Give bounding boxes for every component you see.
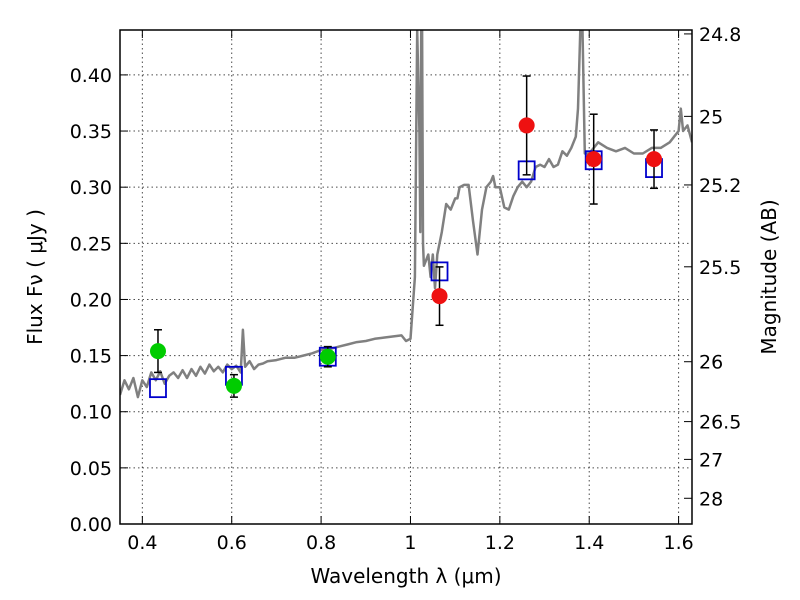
model-box-layer (149, 150, 663, 399)
data-point (431, 288, 448, 305)
right-tick-label: 25.5 (699, 257, 741, 279)
spectrum-layer (120, 30, 692, 399)
x-tick-label: 0.6 (217, 532, 247, 554)
data-point (319, 348, 336, 365)
x-tick-label: 1.6 (663, 532, 693, 554)
data-point (518, 117, 535, 134)
right-axis-title: Magnitude (AB) (757, 199, 781, 354)
data-point (225, 377, 242, 394)
right-tick-label: 27 (699, 449, 723, 471)
y-tick-label: 0.00 (70, 514, 112, 536)
right-tick-label: 25 (699, 106, 723, 128)
y-tick-label: 0.15 (70, 346, 112, 368)
x-tick-label: 1.2 (485, 532, 515, 554)
x-tick-label: 0.8 (306, 532, 336, 554)
ticks: 0.4 0.6 0.8 1 1.2 1.4 1.6 0.00 0.05 0.10 0.15 0.20 0… (70, 24, 742, 554)
y-tick-label: 0.40 (70, 65, 112, 87)
y-tick-label: 0.20 (70, 289, 112, 311)
model-box (149, 378, 167, 399)
data-point (646, 151, 663, 168)
x-tick-label: 1 (404, 532, 416, 554)
data-point (149, 343, 166, 360)
x-tick-label: 0.4 (127, 532, 157, 554)
x-tick-label: 1.4 (574, 532, 604, 554)
right-tick-label: 24.8 (699, 24, 741, 46)
right-tick-label: 28 (699, 488, 723, 510)
y-tick-label: 0.25 (70, 233, 112, 255)
plot-frame (119, 29, 693, 525)
spectrum-line (120, 30, 692, 399)
right-tick-label: 26 (699, 352, 723, 374)
y-tick-label: 0.30 (70, 177, 112, 199)
grid (120, 30, 692, 525)
y-tick-label: 0.35 (70, 121, 112, 143)
data-point (585, 151, 602, 168)
x-axis-title: Wavelength λ (μm) (310, 564, 501, 588)
right-tick-label: 25.2 (699, 175, 741, 197)
y-axis-title: Flux Fν ( μJy ) (23, 209, 47, 345)
y-tick-label: 0.10 (70, 402, 112, 424)
y-tick-label: 0.05 (70, 458, 112, 480)
right-tick-label: 26.5 (699, 412, 741, 434)
data-point-layer (149, 75, 663, 398)
